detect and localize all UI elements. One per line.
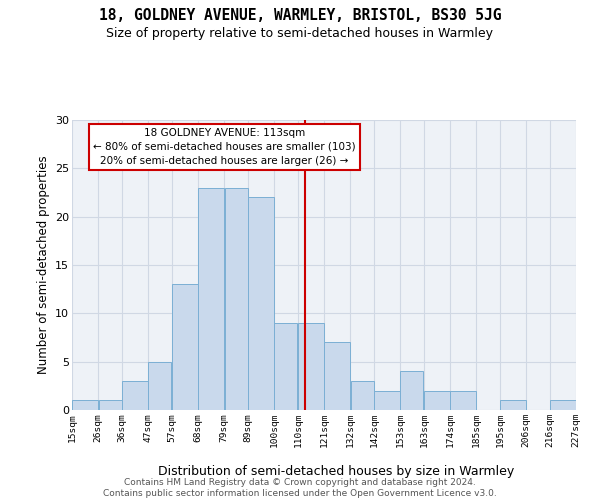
Bar xyxy=(424,390,449,410)
Text: 18 GOLDNEY AVENUE: 113sqm
← 80% of semi-detached houses are smaller (103)
20% of: 18 GOLDNEY AVENUE: 113sqm ← 80% of semi-… xyxy=(93,128,355,166)
Text: 18, GOLDNEY AVENUE, WARMLEY, BRISTOL, BS30 5JG: 18, GOLDNEY AVENUE, WARMLEY, BRISTOL, BS… xyxy=(99,8,501,22)
Bar xyxy=(400,372,424,410)
Bar xyxy=(148,362,172,410)
Bar xyxy=(500,400,526,410)
Bar xyxy=(451,390,476,410)
Text: Size of property relative to semi-detached houses in Warmley: Size of property relative to semi-detach… xyxy=(107,28,493,40)
Bar xyxy=(248,198,274,410)
Bar xyxy=(199,188,224,410)
Bar xyxy=(350,381,374,410)
Bar xyxy=(172,284,197,410)
Bar xyxy=(122,381,148,410)
Bar xyxy=(550,400,575,410)
Text: Contains HM Land Registry data © Crown copyright and database right 2024.
Contai: Contains HM Land Registry data © Crown c… xyxy=(103,478,497,498)
Bar xyxy=(374,390,400,410)
Y-axis label: Number of semi-detached properties: Number of semi-detached properties xyxy=(37,156,50,374)
Bar xyxy=(298,323,323,410)
Bar xyxy=(224,188,248,410)
Bar xyxy=(73,400,98,410)
Bar xyxy=(98,400,122,410)
Bar xyxy=(274,323,298,410)
Bar xyxy=(325,342,350,410)
Text: Distribution of semi-detached houses by size in Warmley: Distribution of semi-detached houses by … xyxy=(158,464,514,477)
